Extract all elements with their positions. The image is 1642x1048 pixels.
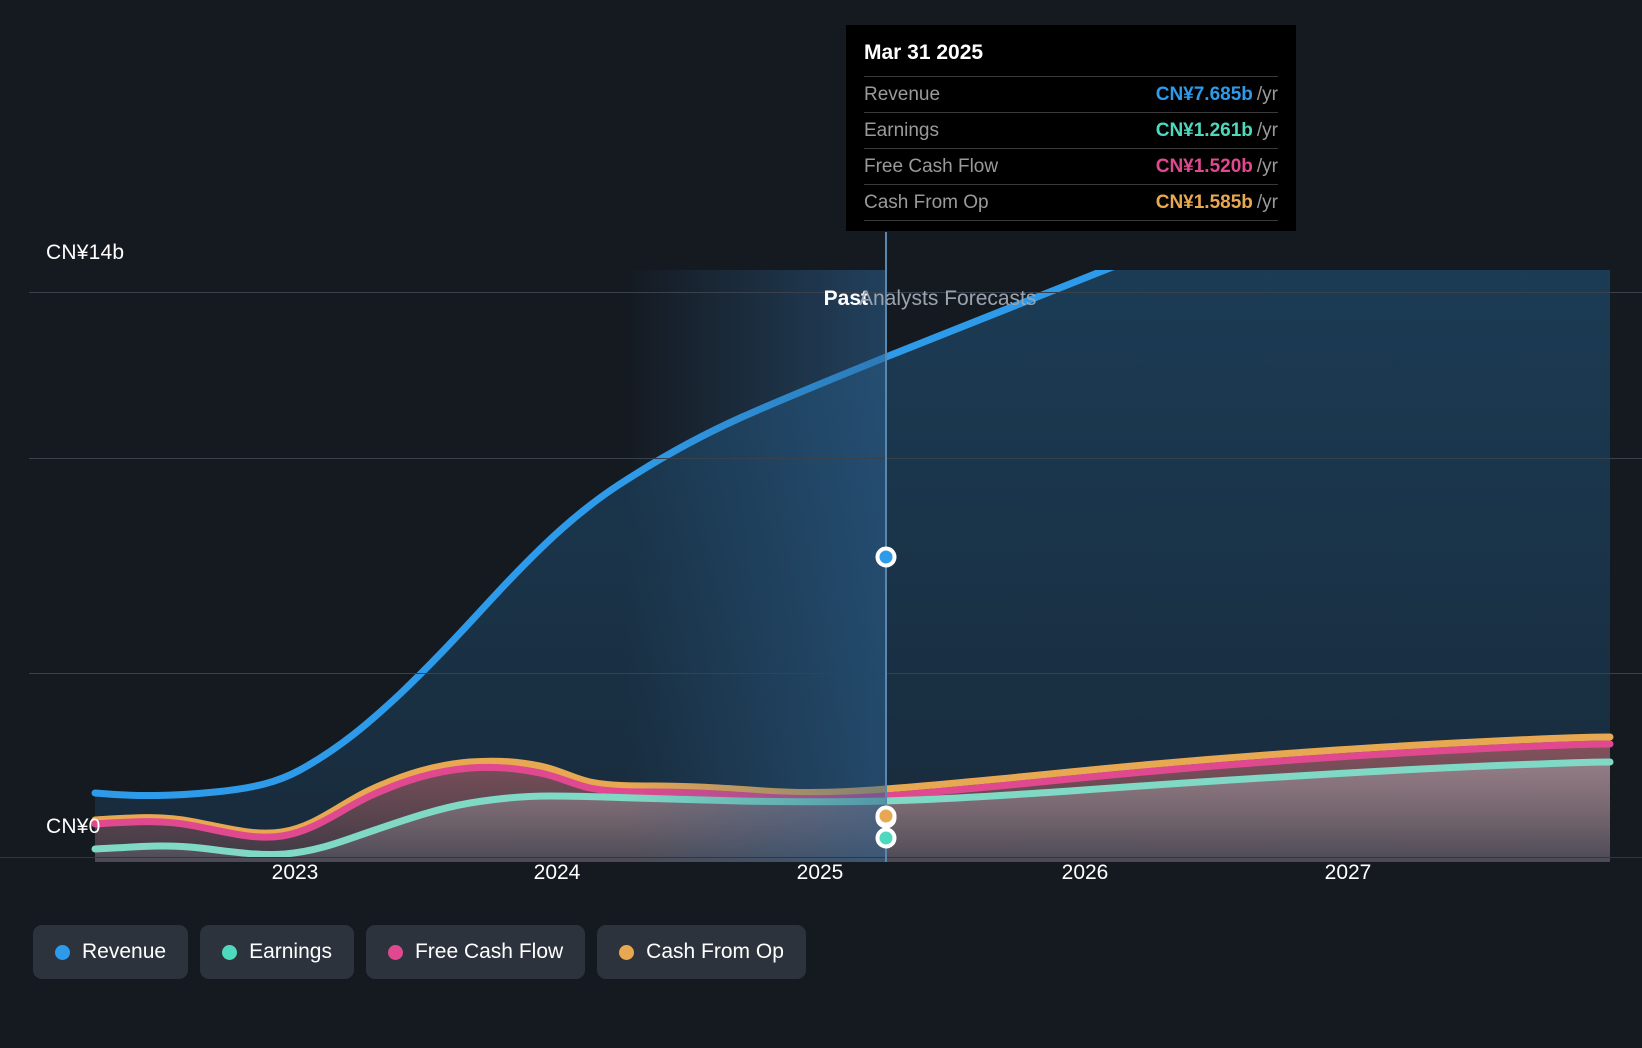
tooltip-value-cash-from-op: CN¥1.585b [1155, 192, 1253, 213]
tooltip-value-free-cash-flow: CN¥1.520b [1155, 156, 1253, 177]
chart-legend: Revenue Earnings Free Cash Flow Cash Fro… [33, 925, 806, 979]
legend-dot-icon-earnings [222, 944, 238, 960]
legend-label-free-cash-flow: Free Cash Flow [414, 940, 564, 963]
tooltip-value-wrap-free-cash-flow: CN¥1.520b/yr [1156, 156, 1278, 178]
past-label: Past [823, 287, 868, 310]
tooltip-row-revenue: Revenue CN¥7.685b/yr [864, 76, 1278, 112]
tooltip-unit-cash-from-op: /yr [1256, 192, 1278, 213]
tooltip-unit-free-cash-flow: /yr [1256, 156, 1278, 177]
tooltip-key-free-cash-flow: Free Cash Flow [864, 156, 999, 177]
tooltip-value-earnings: CN¥1.261b [1155, 120, 1253, 141]
plot-area [0, 70, 1642, 862]
tooltip-value-wrap-revenue: CN¥7.685b/yr [1156, 84, 1278, 106]
tooltip-value-revenue: CN¥7.685b [1155, 84, 1253, 105]
y-axis-zero-label: CN¥0 [46, 815, 101, 838]
tooltip-key-cash-from-op: Cash From Op [864, 192, 989, 213]
tooltip-row-cash-from-op: Cash From Op CN¥1.585b/yr [864, 184, 1278, 221]
tooltip-row-earnings: Earnings CN¥1.261b/yr [864, 112, 1278, 148]
datapoint-tooltip: Mar 31 2025 Revenue CN¥7.685b/yr Earning… [846, 25, 1296, 231]
legend-item-revenue[interactable]: Revenue [33, 925, 189, 979]
x-axis-label-2027: 2027 [1324, 861, 1372, 884]
tooltip-key-revenue: Revenue [864, 84, 941, 105]
datapoint-marker-cash-from-op[interactable] [875, 805, 897, 827]
datapoint-marker-revenue[interactable] [875, 546, 897, 568]
legend-item-free-cash-flow[interactable]: Free Cash Flow [365, 925, 586, 979]
legend-item-earnings[interactable]: Earnings [200, 925, 354, 979]
legend-dot-icon-revenue [55, 944, 70, 960]
legend-item-cash-from-op[interactable]: Cash From Op [597, 925, 806, 979]
tooltip-key-earnings: Earnings [864, 120, 939, 141]
datapoint-marker-earnings[interactable] [875, 827, 897, 849]
legend-dot-icon-free-cash-flow [387, 944, 403, 960]
past-highlight-band [627, 270, 886, 862]
tooltip-unit-earnings: /yr [1256, 120, 1278, 141]
tooltip-value-wrap-earnings: CN¥1.261b/yr [1156, 120, 1278, 142]
tooltip-value-wrap-cash-from-op: CN¥1.585b/yr [1156, 192, 1278, 214]
gridline-lower-mid [29, 673, 1642, 674]
tooltip-date: Mar 31 2025 [864, 41, 984, 64]
legend-label-revenue: Revenue [82, 940, 167, 963]
tooltip-row-free-cash-flow: Free Cash Flow CN¥1.520b/yr [864, 148, 1278, 184]
y-axis-max-label: CN¥14b [46, 241, 125, 264]
gridline-14b [29, 292, 1642, 293]
legend-dot-icon-cash-from-op [619, 944, 635, 960]
x-axis-label-2024: 2024 [533, 861, 581, 884]
gridline-upper-mid [29, 458, 1642, 459]
legend-label-earnings: Earnings [249, 940, 332, 963]
x-axis-label-2025: 2025 [796, 861, 844, 884]
x-axis-label-2023: 2023 [271, 861, 319, 884]
tooltip-unit-revenue: /yr [1256, 84, 1278, 105]
x-axis-label-2026: 2026 [1061, 861, 1109, 884]
x-axis-baseline [0, 857, 1642, 858]
legend-label-cash-from-op: Cash From Op [646, 940, 784, 963]
analysts-forecasts-label: Analysts Forecasts [859, 287, 1037, 310]
